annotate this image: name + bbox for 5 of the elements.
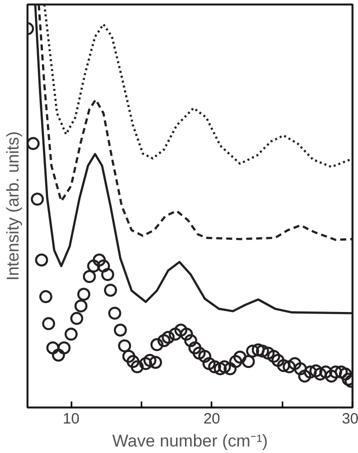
x-tick-label: 20 xyxy=(203,410,220,428)
x-tick-label: 30 xyxy=(342,410,358,428)
y-axis-title: Intensity (arb. units) xyxy=(4,131,22,281)
x-tick-label: 10 xyxy=(62,410,80,428)
x-axis-title: Wave number (cm⁻¹) xyxy=(112,432,268,450)
